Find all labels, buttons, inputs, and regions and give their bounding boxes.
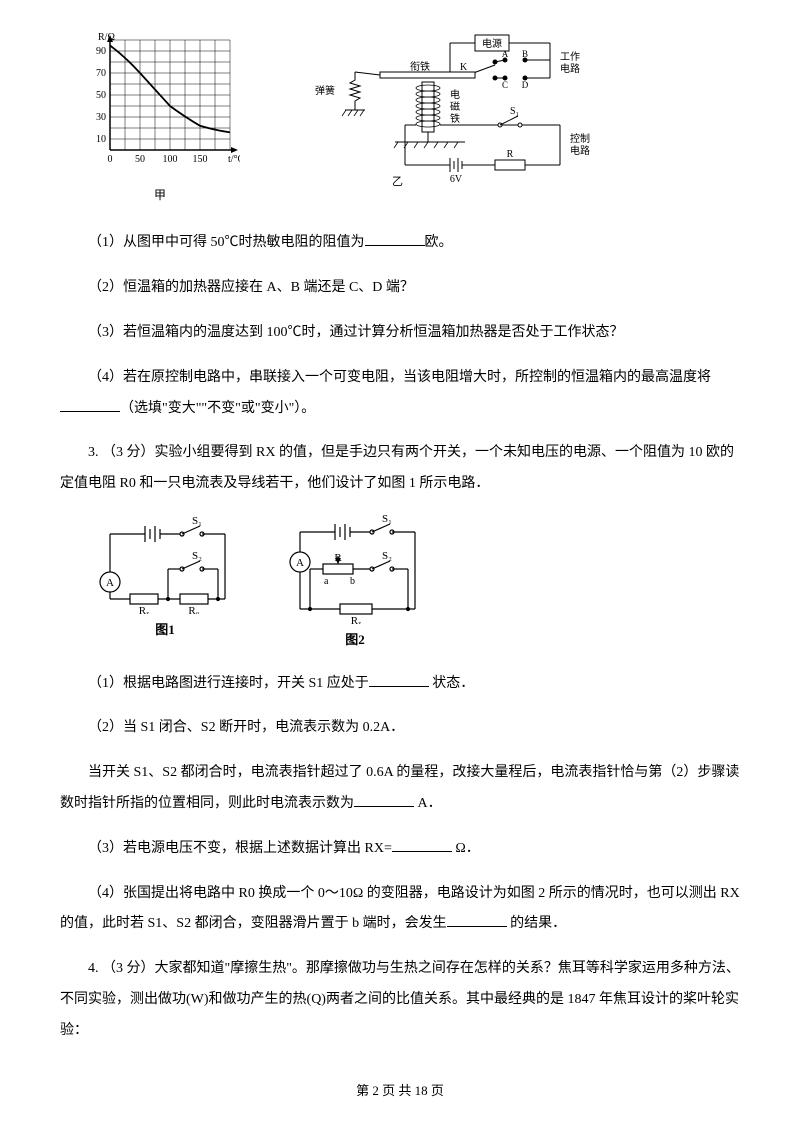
svg-text:电源: 电源 [482, 37, 502, 50]
exam-page: 10 30 50 70 90 0 50 100 150 R/Ω [0, 0, 800, 1125]
svg-text:b: b [350, 576, 355, 587]
main-circuit-diagram: 电源 A B K [300, 30, 600, 190]
chart-container: 10 30 50 70 90 0 50 100 150 R/Ω [80, 30, 240, 208]
svg-text:S₂: S₂ [192, 550, 202, 562]
svg-text:电路: 电路 [570, 144, 590, 157]
svg-text:150: 150 [193, 154, 208, 165]
p3-q4-suffix: 的结果． [507, 916, 567, 931]
problem3-lead: 3. （3 分）实验小组要得到 RX 的值，但是手边只有两个开关，一个未知电压的… [60, 438, 740, 500]
svg-text:弹簧: 弹簧 [315, 84, 335, 97]
svg-text:70: 70 [96, 68, 106, 79]
q1-blank [365, 231, 425, 246]
chart-caption: 甲 [80, 182, 240, 208]
fig2-caption: 图2 [280, 626, 430, 655]
svg-text:10: 10 [96, 134, 106, 145]
svg-text:磁: 磁 [450, 100, 460, 113]
p3-q2-line2: 当开关 S1、S2 都闭合时，电流表指针超过了 0.6A 的量程，改接大量程后，… [60, 758, 740, 820]
p3-q2-blank [354, 792, 414, 807]
q1-suffix: 欧。 [425, 235, 453, 250]
circuit-fig2: S₁ A R a b [280, 514, 430, 655]
svg-text:电路: 电路 [560, 62, 580, 75]
svg-text:D: D [522, 80, 529, 90]
svg-text:R: R [507, 149, 514, 160]
svg-text:电: 电 [450, 88, 460, 101]
svg-text:C: C [502, 80, 508, 90]
p3-q3-blank [392, 837, 452, 852]
p3-q1-blank [369, 672, 429, 687]
svg-text:Rₓ: Rₓ [139, 605, 150, 614]
p3-q4-blank [447, 912, 507, 927]
svg-text:90: 90 [96, 46, 106, 57]
p3-q3: （3）若电源电压不变，根据上述数据计算出 RX= Ω． [60, 834, 740, 865]
p3-q4-prefix: （4）张国提出将电路中 R0 换成一个 0～10Ω 的变阻器，电路设计为如图 2… [60, 886, 740, 932]
svg-text:100: 100 [163, 154, 178, 165]
figure-row-top: 10 30 50 70 90 0 50 100 150 R/Ω [80, 30, 740, 208]
q3: （3）若恒温箱内的温度达到 100℃时，通过计算分析恒温箱加热器是否处于工作状态… [60, 318, 740, 349]
svg-text:50: 50 [135, 154, 145, 165]
svg-text:R/Ω: R/Ω [98, 32, 115, 43]
svg-text:Rₓ: Rₓ [351, 615, 362, 624]
circuit-container: 电源 A B K [300, 30, 600, 190]
svg-text:工作: 工作 [560, 51, 580, 63]
svg-text:a: a [324, 576, 329, 587]
fig1-caption: 图1 [90, 616, 240, 645]
p3-q3-suffix: Ω． [452, 841, 480, 856]
svg-text:B: B [522, 49, 528, 59]
svg-text:50: 50 [96, 90, 106, 101]
svg-text:30: 30 [96, 112, 106, 123]
p3-q2-line1: （2）当 S1 闭合、S2 断开时，电流表示数为 0.2A． [60, 713, 740, 744]
svg-text:K: K [460, 62, 468, 73]
svg-text:0: 0 [108, 154, 113, 165]
svg-text:乙: 乙 [392, 175, 403, 188]
resistance-temperature-chart: 10 30 50 70 90 0 50 100 150 R/Ω [80, 30, 240, 180]
circuit-fig1: S₁ A Rₓ R₀ [90, 514, 240, 645]
svg-text:A: A [502, 49, 509, 59]
svg-text:S₁: S₁ [382, 514, 392, 525]
p3-q1-suffix: 状态． [429, 676, 475, 691]
q4: （4）若在原控制电路中，串联接入一个可变电阻，当该电阻增大时，所控制的恒温箱内的… [60, 363, 740, 425]
problem4-lead: 4. （3 分）大家都知道"摩擦生热"。那摩擦做功与生热之间存在怎样的关系？焦耳… [60, 954, 740, 1046]
q4-suffix: （选填"变大""不变"或"变小"）。 [120, 401, 315, 416]
q1: （1）从图甲中可得 50℃时热敏电阻的阻值为 欧。 [60, 228, 740, 259]
svg-text:A: A [106, 577, 114, 589]
svg-text:R₀: R₀ [188, 605, 199, 614]
svg-text:控制: 控制 [570, 132, 590, 145]
p3-q3-prefix: （3）若电源电压不变，根据上述数据计算出 RX= [88, 841, 392, 856]
q1-prefix: （1）从图甲中可得 50℃时热敏电阻的阻值为 [88, 235, 365, 250]
p3-q1-prefix: （1）根据电路图进行连接时，开关 S1 应处于 [88, 676, 369, 691]
svg-text:S₁: S₁ [192, 515, 202, 527]
svg-text:衔铁: 衔铁 [410, 60, 430, 73]
svg-text:t/°C: t/°C [228, 154, 240, 165]
p3-q1: （1）根据电路图进行连接时，开关 S1 应处于 状态． [60, 669, 740, 700]
svg-text:S₂: S₂ [382, 550, 392, 562]
svg-text:铁: 铁 [450, 112, 460, 125]
q2: （2）恒温箱的加热器应接在 A、B 端还是 C、D 端？ [60, 273, 740, 304]
svg-text:6V: 6V [450, 174, 463, 185]
q4-blank [60, 397, 120, 412]
p3-q2-suffix: A． [414, 796, 442, 811]
page-footer: 第 2 页 共 18 页 [60, 1077, 740, 1106]
q4-prefix: （4）若在原控制电路中，串联接入一个可变电阻，当该电阻增大时，所控制的恒温箱内的… [88, 370, 711, 385]
figure-row-circuits: S₁ A Rₓ R₀ [90, 514, 740, 655]
svg-text:A: A [296, 557, 304, 569]
p3-q4: （4）张国提出将电路中 R0 换成一个 0～10Ω 的变阻器，电路设计为如图 2… [60, 879, 740, 941]
svg-text:S₁: S₁ [510, 106, 519, 117]
